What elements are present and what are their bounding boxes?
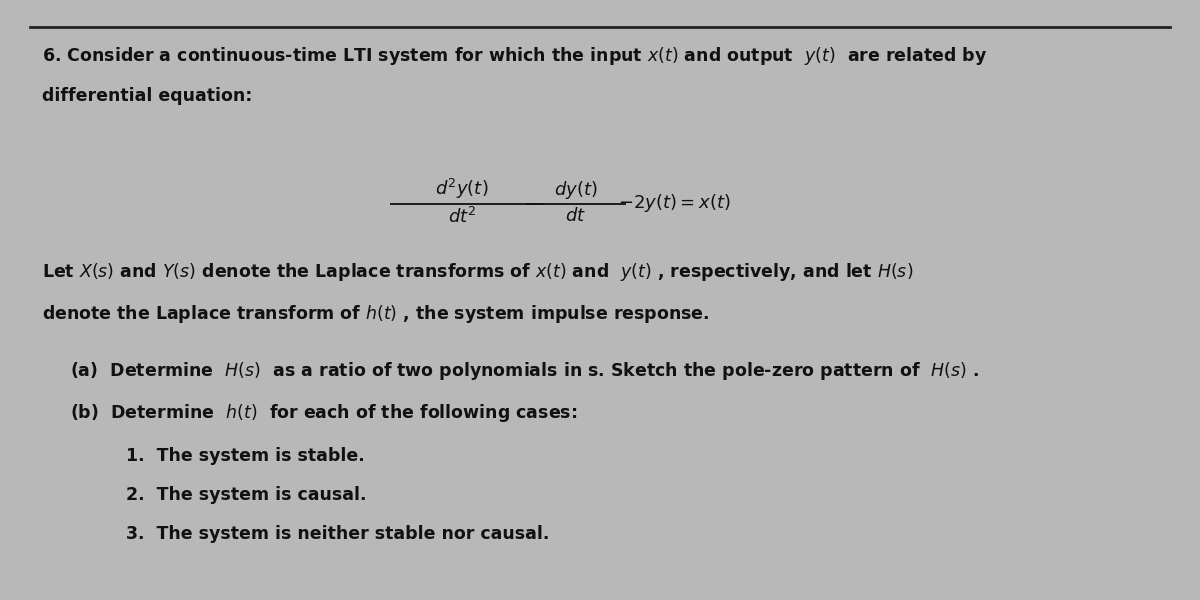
Text: $dt$: $dt$ [565,207,587,225]
Text: $dy(t)$: $dy(t)$ [554,179,598,201]
Text: 6. Consider a continuous-time LTI system for which the input $x(t)$ and output  : 6. Consider a continuous-time LTI system… [42,45,988,67]
Text: denote the Laplace transform of $h(t)$ , the system impulse response.: denote the Laplace transform of $h(t)$ ,… [42,303,709,325]
Text: $dt^2$: $dt^2$ [448,207,476,227]
Text: 1.  The system is stable.: 1. The system is stable. [126,447,365,465]
Text: Let $X(s)$ and $Y(s)$ denote the Laplace transforms of $x(t)$ and  $y(t)$ , resp: Let $X(s)$ and $Y(s)$ denote the Laplace… [42,261,913,283]
Text: 3.  The system is neither stable nor causal.: 3. The system is neither stable nor caus… [126,525,550,543]
Text: $-$: $-$ [529,193,546,212]
Text: $-2y(t) = x(t)$: $-2y(t) = x(t)$ [618,192,731,214]
Text: 2.  The system is causal.: 2. The system is causal. [126,486,366,504]
Text: (a)  Determine  $H(s)$  as a ratio of two polynomials in s. Sketch the pole-zero: (a) Determine $H(s)$ as a ratio of two p… [70,360,979,382]
Text: differential equation:: differential equation: [42,87,252,105]
Text: $d^2y(t)$: $d^2y(t)$ [436,177,488,201]
Text: (b)  Determine  $h(t)$  for each of the following cases:: (b) Determine $h(t)$ for each of the fol… [70,402,577,424]
